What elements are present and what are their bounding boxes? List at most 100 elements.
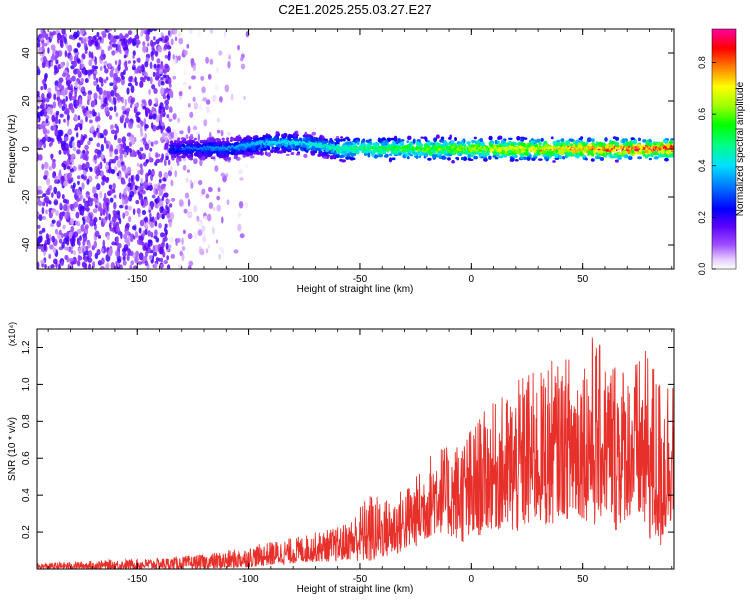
spectrogram-speckle [149, 147, 153, 152]
spectrogram-band-cell [405, 153, 409, 157]
spectrogram-band-cell [653, 156, 659, 160]
spectrogram-speckle [209, 29, 213, 34]
spectrogram-speckle [110, 169, 115, 174]
spectrogram-band-cell [497, 136, 501, 140]
spectrogram-speckle [124, 116, 130, 124]
spectrogram-speckle [166, 126, 171, 134]
spectrogram-speckle [45, 103, 48, 110]
spectrogram-speckle [105, 263, 109, 269]
figure-title: C2E1.2025.255.03.27.E27 [278, 2, 431, 17]
spectrogram-core-cell [420, 148, 422, 151]
spectrogram-speckle [166, 114, 170, 119]
spectrogram-core-cell [598, 146, 600, 149]
spectrogram-band-cell [540, 137, 544, 142]
spectrogram-core-cell [439, 146, 441, 149]
spectrogram-speckle [168, 203, 173, 208]
spectrogram-speckle [144, 107, 148, 116]
spectrogram-core-cell [586, 146, 588, 149]
spectrogram-band-cell [433, 137, 438, 142]
spectrogram-speckle [74, 91, 77, 99]
y-tick-label: -40 [21, 237, 32, 252]
spectrogram-speckle [141, 63, 145, 70]
y-tick-label: 0.8 [21, 414, 32, 428]
spectrogram-speckle [161, 195, 165, 202]
spectrogram-band-cell [283, 132, 288, 138]
spectrogram-core-cell [561, 146, 564, 149]
spectrogram-core-cell [515, 147, 518, 151]
spectrogram-speckle [58, 229, 62, 236]
spectrogram-speckle [82, 152, 87, 161]
spectrogram-core-cell [461, 147, 463, 150]
spectrogram-speckle [82, 149, 86, 154]
spectrogram-speckle [185, 177, 189, 183]
spectrogram-speckle [132, 54, 135, 59]
spectrogram-band-cell [614, 136, 620, 141]
spectrogram-speckle [164, 104, 169, 111]
spectrogram-speckle [222, 175, 227, 183]
spectrogram-band-cell [488, 142, 493, 147]
spectrogram-speckle [183, 49, 188, 56]
spectrogram-speckle [37, 90, 40, 96]
spectrogram-speckle [49, 223, 54, 228]
spectrogram-speckle [93, 208, 97, 213]
spectrogram-band-cell [467, 157, 472, 161]
spectrogram-speckle [123, 151, 128, 158]
spectrogram-band-cell [227, 157, 232, 161]
spectrogram-speckle [131, 66, 136, 71]
spectrogram-speckle [135, 250, 140, 257]
spectrogram-core-cell [453, 145, 456, 148]
spectrogram-speckle [89, 126, 95, 133]
spectrogram-speckle [78, 97, 83, 105]
spectrogram-band-cell [318, 135, 323, 141]
spectrogram-band-cell [233, 155, 239, 160]
spectrogram-core-cell [190, 146, 193, 150]
spectrogram-speckle [175, 241, 178, 246]
spectrogram-speckle [97, 130, 101, 139]
spectrogram-speckle [240, 63, 246, 70]
spectrogram-speckle [205, 106, 210, 114]
spectrogram-speckle [109, 82, 114, 87]
spectrogram-speckle [91, 186, 97, 194]
spectrogram-speckle [59, 39, 64, 48]
spectrogram-core-cell [660, 147, 663, 151]
spectrogram-speckle [66, 158, 70, 166]
spectrogram-speckle [181, 237, 184, 246]
spectrogram-speckle [170, 179, 174, 187]
x-tick-label: 50 [577, 574, 589, 585]
spectrogram-speckle [81, 245, 86, 250]
spectrogram-band-cell [547, 149, 552, 153]
spectrogram-core-cell [475, 147, 478, 151]
spectrogram-band-cell [440, 136, 445, 140]
spectrogram-band-cell [388, 157, 393, 163]
spectrogram-band-cell [380, 150, 384, 156]
spectrogram-speckle [134, 103, 139, 107]
spectrogram-band-cell [662, 139, 666, 143]
spectrogram-band-cell [339, 148, 343, 153]
spectrogram-speckle [160, 81, 165, 86]
spectrogram-core-cell [364, 148, 367, 151]
spectrogram-speckle [147, 230, 152, 237]
spectrogram-speckle [76, 260, 80, 266]
spectrogram-core-cell [191, 147, 194, 151]
spectrogram-speckle [76, 197, 80, 203]
spectrogram-core-cell [671, 146, 674, 149]
spectrogram-band-cell [443, 141, 448, 147]
spectrogram-speckle [209, 58, 214, 65]
spectrogram-speckle [108, 161, 111, 167]
spectrogram-speckle [154, 229, 158, 237]
spectrogram-core-cell [599, 146, 601, 150]
spectrogram-core-cell [638, 147, 640, 150]
spectrogram-core-cell [589, 146, 591, 149]
spectrogram-speckle [138, 252, 144, 261]
colorbar-tick-label: 0.0 [697, 263, 707, 276]
spectrogram-speckle [94, 40, 99, 47]
spectrogram-speckle [100, 248, 104, 253]
spectrogram-speckle [87, 113, 92, 119]
spectrogram-speckle [189, 179, 193, 184]
spectrogram-band-cell [398, 152, 402, 156]
spectrogram-speckle [136, 116, 141, 123]
spectrogram-core-cell [626, 147, 628, 150]
spectrogram-band-cell [586, 137, 592, 143]
x-tick-label: -100 [239, 574, 259, 585]
spectrogram-x-ticks: -150 -100 -50 0 50 [47, 29, 673, 285]
